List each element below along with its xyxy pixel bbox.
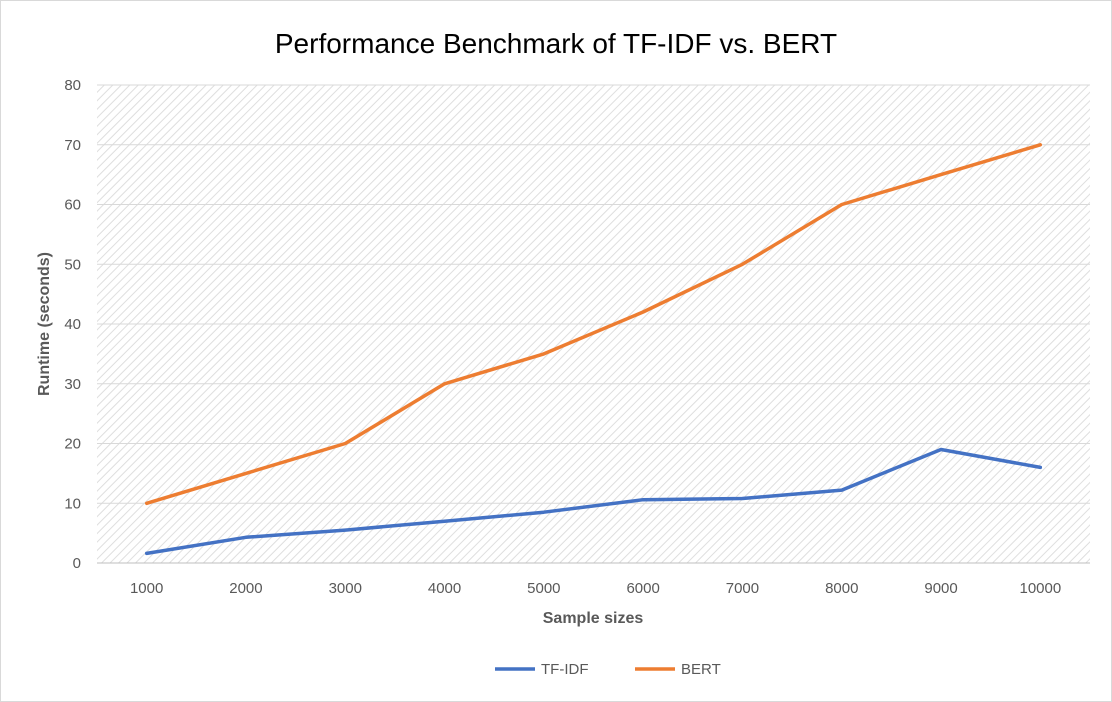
series-line-bert xyxy=(144,143,1043,506)
x-tick-label: 7000 xyxy=(726,580,759,597)
x-tick-label: 8000 xyxy=(825,580,858,597)
legend-label: TF-IDF xyxy=(541,661,588,678)
y-tick-label: 0 xyxy=(73,555,81,572)
y-tick-label: 60 xyxy=(64,197,81,214)
series-line-tf-idf xyxy=(144,447,1043,556)
legend-label: BERT xyxy=(681,661,721,678)
y-tick-label: 80 xyxy=(64,77,81,94)
y-tick-label: 70 xyxy=(64,137,81,154)
legend: TF-IDF BERT xyxy=(495,661,721,678)
x-tick-label: 2000 xyxy=(229,580,262,597)
chart-title: Performance Benchmark of TF-IDF vs. BERT xyxy=(275,28,837,59)
x-axis-label: Sample sizes xyxy=(543,610,644,627)
series-lines xyxy=(144,143,1043,556)
x-tick-label: 4000 xyxy=(428,580,461,597)
y-tick-label: 30 xyxy=(64,376,81,393)
x-tick-label: 5000 xyxy=(527,580,560,597)
y-axis-label: Runtime (seconds) xyxy=(36,252,53,396)
x-tick-label: 9000 xyxy=(924,580,957,597)
y-tick-label: 40 xyxy=(64,316,81,333)
y-tick-label: 50 xyxy=(64,256,81,273)
x-axis-ticks: 1000 2000 3000 4000 5000 6000 7000 8000 9000 1000… xyxy=(130,580,1061,597)
x-tick-label: 6000 xyxy=(626,580,659,597)
y-tick-label: 20 xyxy=(64,436,81,453)
y-axis-ticks: 0 10 20 30 40 50 60 70 80 xyxy=(64,77,81,572)
gridlines xyxy=(97,84,1090,564)
x-tick-label: 10000 xyxy=(1019,580,1061,597)
x-tick-label: 1000 xyxy=(130,580,163,597)
x-tick-label: 3000 xyxy=(329,580,362,597)
y-tick-label: 10 xyxy=(64,495,81,512)
